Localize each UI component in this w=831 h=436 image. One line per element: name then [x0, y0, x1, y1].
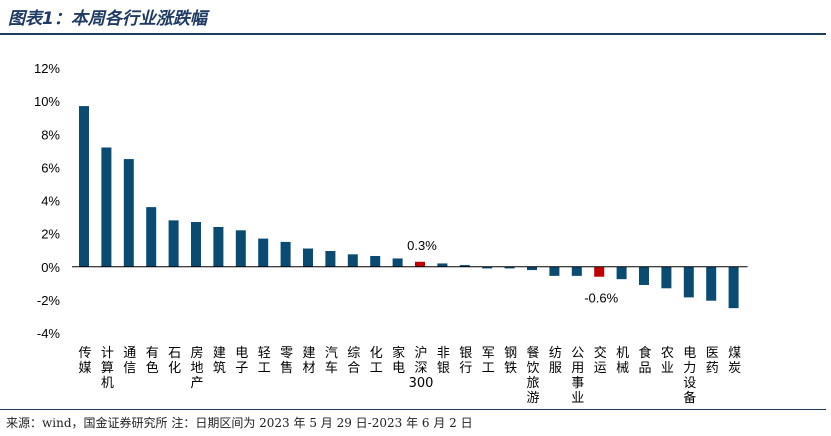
bar-26: [639, 266, 649, 285]
x-tick-label: 有色: [146, 346, 159, 376]
bar-11: [303, 248, 313, 267]
title-rule: [0, 33, 826, 35]
bar-4: [146, 207, 157, 267]
x-tick-label: 房地产: [190, 345, 203, 391]
x-tick-label: 煤炭: [728, 346, 741, 376]
y-tick-label: 6%: [41, 160, 60, 175]
x-tick-label: 电子: [235, 346, 248, 376]
bar-19: [482, 266, 493, 269]
x-tick-label: 交运: [594, 345, 607, 376]
x-tick-label: 汽车: [325, 346, 338, 376]
bar-24: [594, 266, 605, 277]
x-tick-label: 餐饮旅游: [526, 345, 539, 406]
figure-title: 图表1：本周各行业涨跌幅: [8, 9, 207, 29]
x-tick-label: 传媒: [78, 346, 91, 376]
bar-29: [706, 266, 717, 301]
source-note: 来源：wind，国金证券研究所 注：日期区间为 2023 年 5 月 29 日-…: [6, 416, 473, 430]
x-tick-label: 军工: [482, 346, 495, 376]
bar-14: [370, 255, 381, 267]
x-tick-label: 农业: [661, 346, 674, 376]
x-tick-label: 沪深 300: [409, 345, 434, 391]
bar-25: [616, 266, 627, 280]
source-rule: [0, 409, 826, 410]
bar-3: [123, 159, 134, 267]
x-tick-label: 公用事业: [571, 346, 584, 406]
bar-30: [728, 266, 739, 309]
bar-23: [571, 266, 582, 276]
x-tick-label: 纺服: [549, 346, 562, 376]
x-tick-label: 银行: [459, 346, 472, 376]
y-axis: -4% -2% 0% 2% 4% 6% 8% 10% 12%: [34, 61, 60, 341]
bar-17: [437, 263, 448, 267]
y-tick-label: -4%: [37, 326, 61, 341]
x-tick-label: 机械: [616, 346, 629, 376]
x-tick-label: 轻工: [258, 346, 271, 376]
bar-5: [168, 220, 179, 267]
x-tick-label: 建材: [302, 346, 315, 376]
bar-series: [79, 106, 739, 309]
bar-21: [527, 266, 537, 271]
bar-22: [549, 266, 560, 276]
y-tick-label: 8%: [41, 127, 60, 142]
x-tick-label: 电力设备: [683, 346, 696, 406]
bar-20: [504, 266, 515, 269]
data-label: 0.3%: [407, 238, 437, 253]
x-tick-label: 家电: [392, 345, 405, 376]
data-labels: 0.3% -0.6%: [407, 238, 618, 306]
bar-2: [101, 147, 112, 267]
x-tick-label: 通信: [123, 346, 136, 376]
bar-12: [325, 251, 336, 267]
x-tick-label: 石化: [168, 346, 181, 376]
bar-10: [280, 241, 291, 267]
bar-7: [213, 227, 224, 267]
bar-27: [661, 266, 672, 289]
bar-28: [683, 266, 694, 298]
bar-9: [258, 238, 269, 267]
y-tick-label: 10%: [34, 94, 60, 109]
bar-chart: -4% -2% 0% 2% 4% 6% 8% 10% 12% 0.3% -0.6% 传媒计算机通信…: [34, 61, 748, 406]
bar-1: [79, 106, 89, 267]
x-tick-label: 综合: [347, 346, 360, 376]
x-tick-label: 医药: [706, 346, 719, 376]
data-label: -0.6%: [584, 291, 618, 306]
x-tick-label: 食品: [638, 345, 651, 376]
bar-6: [191, 222, 201, 267]
y-tick-label: 4%: [41, 194, 60, 209]
bar-13: [347, 254, 358, 267]
x-tick-label: 建筑: [213, 346, 226, 376]
y-tick-label: 2%: [41, 227, 60, 242]
bar-16: [415, 261, 425, 267]
x-tick-label: 计算机: [101, 346, 114, 391]
y-tick-label: 12%: [34, 61, 60, 76]
x-tick-label: 钢铁: [504, 346, 517, 376]
x-tick-label: 非银: [437, 346, 450, 376]
y-tick-label: 0%: [41, 260, 60, 275]
x-tick-label: 零售: [280, 346, 293, 376]
y-tick-label: -2%: [37, 293, 61, 308]
bar-18: [459, 265, 470, 267]
bar-8: [235, 230, 246, 267]
x-tick-label: 化工: [370, 346, 383, 376]
bar-15: [392, 258, 403, 267]
